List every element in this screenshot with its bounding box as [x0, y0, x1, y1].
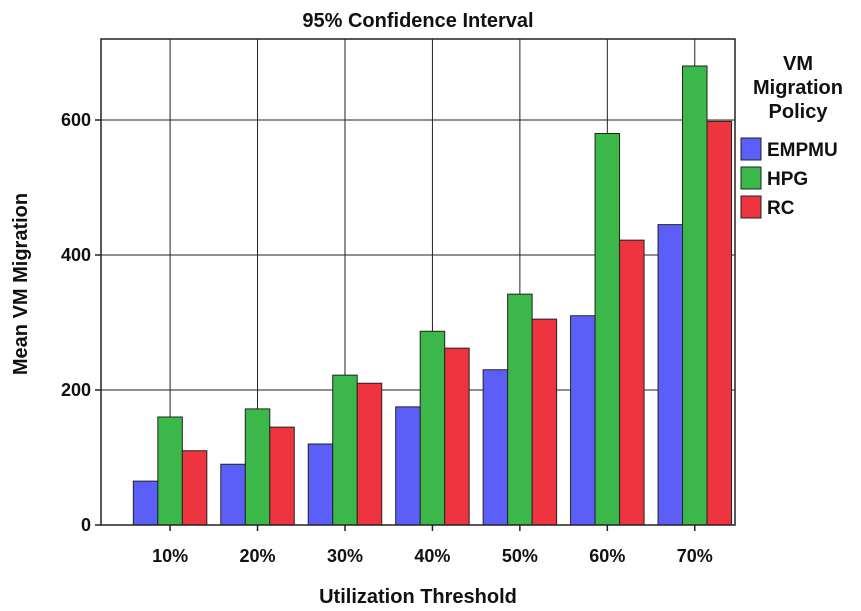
legend-label-empmu: EMPMU [767, 140, 838, 161]
bar-rc-40pct [444, 347, 470, 526]
bar-rc-50pct [531, 318, 558, 526]
bar-empmu-10pct [132, 480, 159, 526]
legend-label-hpg: HPG [767, 169, 808, 190]
legend-items: EMPMU HPG RC [740, 137, 838, 219]
bar-hpg-50pct [507, 293, 533, 526]
x-tick-label: 60% [589, 546, 625, 566]
y-tick-label: 0 [81, 515, 91, 535]
bar-rc-60pct [619, 239, 645, 526]
bar-hpg-30pct [332, 374, 358, 526]
bar-empmu-20pct [220, 463, 246, 526]
x-axis-ticks: 10% 20% 30% 40% 50% 60% 70% [152, 525, 713, 566]
x-tick-label: 70% [677, 546, 713, 566]
bar-rc-30pct [356, 382, 383, 526]
legend-title-line-1: VM [783, 53, 813, 75]
bar-hpg-60pct [594, 133, 621, 526]
bar-hpg-40pct [419, 330, 446, 526]
legend-title-line-2: Migration [753, 77, 843, 99]
legend: VM Migration Policy EMPMU HPG RC [740, 53, 843, 219]
bar-rc-20pct [269, 426, 295, 526]
bar-hpg-10pct [157, 416, 183, 526]
y-tick-label: 400 [61, 245, 91, 265]
chart-title: 95% Confidence Interval [302, 10, 533, 32]
legend-swatch-hpg [740, 166, 762, 190]
plot-frame [100, 38, 736, 526]
y-tick-label: 200 [61, 380, 91, 400]
bar-empmu-40pct [395, 406, 421, 526]
bar-empmu-70pct [657, 224, 684, 526]
legend-title-line-3: Policy [769, 101, 829, 123]
y-tick-label: 600 [61, 110, 91, 130]
legend-swatch-empmu [740, 137, 762, 161]
bar-empmu-50pct [482, 369, 509, 526]
legend-swatch-rc [740, 195, 762, 219]
bar-rc-10pct [181, 450, 208, 526]
x-tick-label: 50% [502, 546, 538, 566]
x-tick-label: 10% [152, 546, 188, 566]
x-tick-label: 30% [327, 546, 363, 566]
x-axis-label: Utilization Threshold [319, 586, 517, 608]
x-tick-label: 40% [414, 546, 450, 566]
legend-label-rc: RC [767, 198, 795, 219]
y-axis-ticks: 0 200 400 600 [61, 110, 101, 535]
bar-rc-70pct [706, 120, 733, 526]
bar-empmu-30pct [307, 443, 334, 526]
x-tick-label: 20% [240, 546, 276, 566]
bar-hpg-70pct [682, 65, 708, 526]
bar-hpg-20pct [244, 408, 271, 526]
y-axis-label: Mean VM Migration [10, 193, 32, 375]
bar-empmu-60pct [570, 315, 596, 526]
